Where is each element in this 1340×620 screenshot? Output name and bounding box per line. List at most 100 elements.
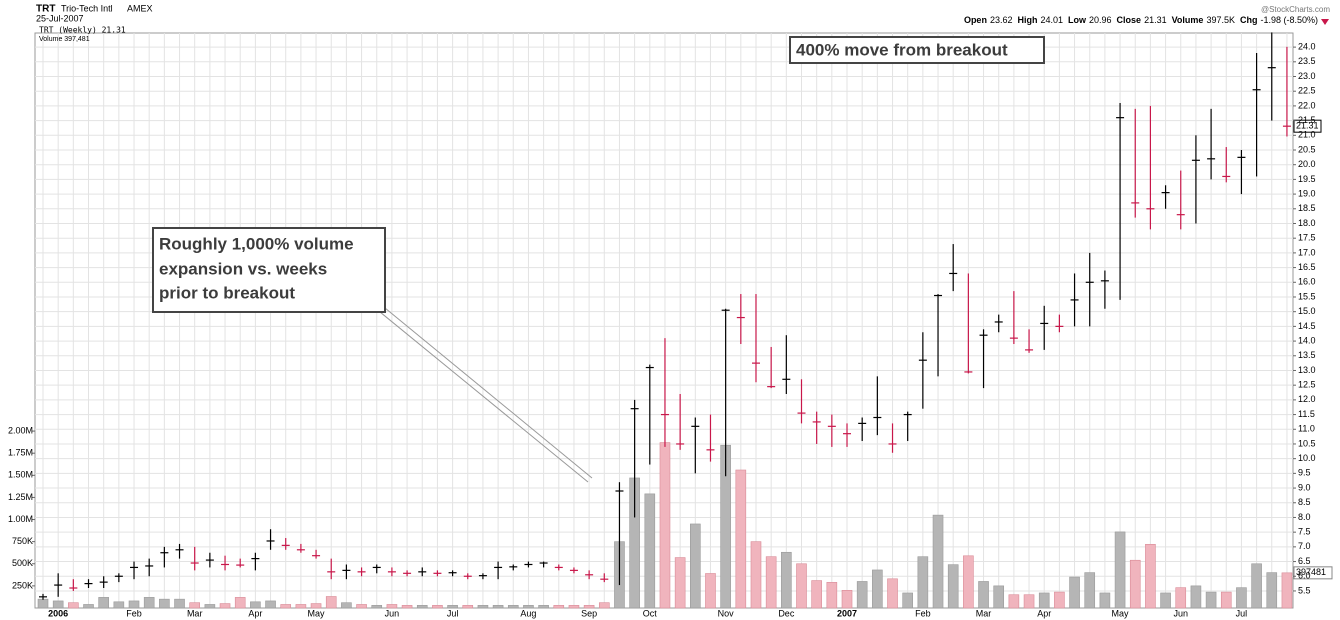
y-tick-label: 10.0: [1298, 453, 1316, 463]
volume-bar: [1023, 594, 1035, 609]
volume-bar: [432, 605, 443, 609]
volume-bar: [690, 523, 701, 609]
y-tick-label: 13.0: [1298, 365, 1316, 375]
quote-label: Low: [1068, 15, 1087, 25]
volume-bar: [583, 605, 595, 609]
y-tick-label: 7.0: [1298, 541, 1311, 551]
annotation: 400% move from breakout: [796, 40, 1008, 59]
quote-value: -1.98 (-8.50%): [1260, 15, 1318, 25]
volume-bar: [1038, 592, 1050, 609]
volume-bar: [386, 604, 398, 609]
volume-bar: [568, 605, 580, 609]
y-tick-label: 22.0: [1298, 100, 1316, 110]
y-tick-label: 16.0: [1298, 277, 1316, 287]
volume-bar: [477, 605, 489, 609]
volume-bar: [902, 592, 913, 609]
y-tick-label: 24.0: [1298, 41, 1316, 51]
volume-bar: [401, 605, 413, 609]
x-tick-label: 2006: [48, 608, 68, 618]
volume-bar: [371, 605, 383, 609]
volume-bar: [1145, 544, 1156, 609]
volume-bar: [674, 557, 686, 609]
volume-bar: [265, 600, 276, 609]
callout-line: [379, 311, 589, 483]
y-tick-label: 12.0: [1298, 394, 1316, 404]
annotation: prior to breakout: [159, 283, 295, 302]
y-tick-label: 14.0: [1298, 335, 1316, 345]
volume-bar: [1114, 531, 1126, 609]
volume-bar: [250, 601, 261, 609]
volume-bar: [856, 581, 868, 609]
y2-tick-label: 1.00M: [8, 514, 33, 524]
quote: Open 23.62 High 24.01 Low 20.96 Close 21.31 Volu…: [964, 15, 1318, 25]
y-tick-label: 17.5: [1298, 233, 1316, 243]
y-tick-label: 12.5: [1298, 380, 1316, 390]
y2-tick-label: 500K: [12, 558, 33, 568]
volume-bar: [523, 605, 534, 609]
annotation: expansion vs. weeks: [159, 259, 327, 278]
volume-bar: [1281, 572, 1293, 609]
volume-bar: [917, 556, 929, 609]
volume-bar: [978, 581, 989, 609]
volume-bar: [826, 582, 838, 609]
quote-label: Close: [1117, 15, 1142, 25]
annotation: Roughly 1,000% volume: [159, 234, 354, 253]
quote-value: 397.5K: [1206, 15, 1235, 25]
x-tick-label: Mar: [187, 608, 203, 618]
volume-bar: [204, 604, 216, 609]
annotation-box: [152, 227, 386, 313]
y-tick-label: 20.0: [1298, 159, 1316, 169]
volume-bar: [280, 604, 292, 609]
y-tick-label: 18.5: [1298, 203, 1316, 213]
y-tick-label: 14.5: [1298, 321, 1316, 331]
quote-label: Open: [964, 15, 987, 25]
marks: [37, 32, 1293, 609]
symbol: TRT: [36, 4, 55, 15]
volume-bar: [128, 600, 140, 609]
volume-bar: [1084, 572, 1096, 609]
x-tick-label: Aug: [520, 608, 536, 618]
volume-bar: [462, 605, 474, 609]
x-tick-label: Oct: [643, 608, 658, 618]
y-tick-label: 11.5: [1298, 409, 1315, 419]
volume-bar: [765, 556, 777, 609]
volume-bar: [310, 603, 322, 609]
x-tick-label: Jul: [447, 608, 459, 618]
volume-bar: [735, 469, 747, 609]
x-tick-label: Feb: [126, 608, 142, 618]
last-volume-box: [1293, 566, 1333, 580]
y-tick-label: 19.5: [1298, 174, 1316, 184]
y2-tick-label: 2.00M: [8, 425, 33, 435]
quote-value: 23.62: [990, 15, 1013, 25]
y-tick-label: 8.5: [1298, 497, 1311, 507]
volume-bar: [947, 564, 959, 609]
volume-bar: [507, 605, 519, 609]
volume-bar: [143, 597, 155, 609]
volume-bar: [447, 605, 458, 609]
y-tick-label: 9.5: [1298, 468, 1311, 478]
y-tick-label: 7.5: [1298, 527, 1311, 537]
y-tick-label: 18.0: [1298, 218, 1316, 228]
x-tick-label: Jun: [1173, 608, 1188, 618]
annotation-box: [789, 36, 1045, 64]
volume-bar: [52, 600, 64, 609]
volume-bar: [644, 493, 656, 609]
volume-bar: [98, 597, 109, 609]
quote-label: High: [1017, 15, 1037, 25]
volume-bar: [416, 605, 428, 609]
x-tick-label: Feb: [915, 608, 931, 618]
y-tick-label: 8.0: [1298, 512, 1311, 522]
quote-value: 20.96: [1089, 15, 1112, 25]
source: @StockCharts.com: [1261, 5, 1330, 14]
volume-bar: [796, 563, 807, 609]
y-tick-label: 6.0: [1298, 571, 1311, 581]
volume-bar: [811, 580, 822, 609]
x-tick-label: 2007: [837, 608, 857, 618]
x-tick-label: Jun: [385, 608, 400, 618]
quote-value: 24.01: [1040, 15, 1063, 25]
volume-bar: [113, 601, 125, 609]
exchange: AMEX: [127, 3, 153, 13]
x-tick-label: Mar: [976, 608, 992, 618]
volume-bar: [659, 442, 671, 609]
